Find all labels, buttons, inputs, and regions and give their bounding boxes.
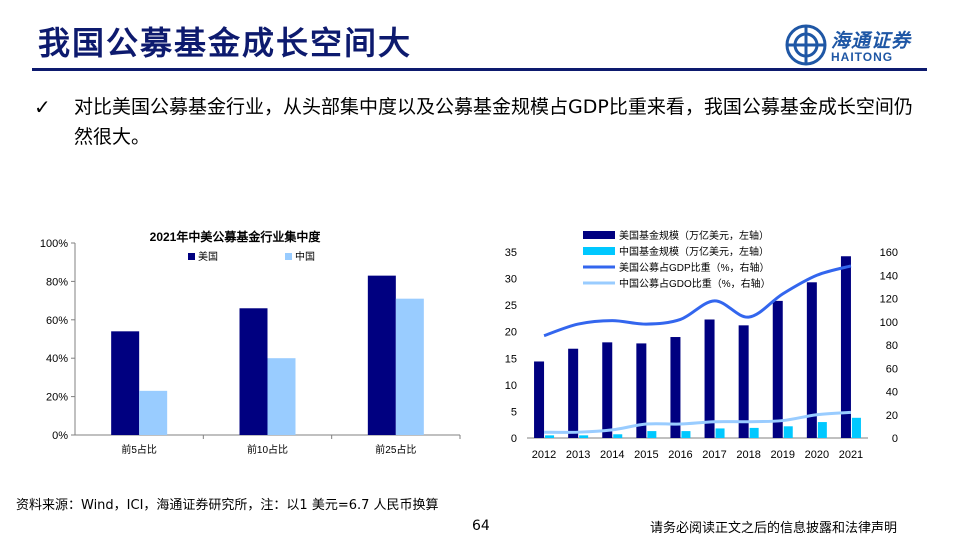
legend-label: 中国公募占GDO比重（%，右轴） <box>619 277 771 290</box>
bar-us-fund-size <box>704 319 715 438</box>
bar-cn-fund-size <box>851 417 861 438</box>
logo-english-name: HAITONG <box>831 50 894 64</box>
bar-us-fund-size <box>772 300 783 438</box>
x-tick-label: 2013 <box>566 449 590 461</box>
bar-cn <box>139 390 168 435</box>
bar-us-fund-size <box>534 361 545 438</box>
bar-us-fund-size <box>636 343 647 438</box>
right-y-tick-label: 60 <box>886 363 898 375</box>
legend-label: 中国基金规模（万亿美元，左轴） <box>619 245 769 258</box>
bar-cn-fund-size <box>783 426 793 438</box>
legend-label: 美国 <box>198 250 218 263</box>
bar-cn-fund-size <box>749 427 759 438</box>
x-tick-label: 2021 <box>839 449 863 461</box>
y-tick-label: 40% <box>46 353 68 365</box>
fund-size-combo-chart: 0 5 10 15 20 25 30 35 0 20 40 60 80 100 120 140 160 2012 2… <box>505 229 898 461</box>
right-y-tick-label: 0 <box>892 433 898 445</box>
left-y-tick-label: 20 <box>505 327 517 339</box>
bar-cn-fund-size <box>613 434 623 438</box>
right-y-tick-label: 100 <box>880 317 898 329</box>
left-y-tick-label: 15 <box>505 353 517 365</box>
right-y-tick-label: 20 <box>886 410 898 422</box>
x-tick-label: 前25占比 <box>375 443 416 456</box>
bar-us-fund-size <box>602 342 613 438</box>
bar-cn <box>267 358 296 435</box>
legend-swatch <box>188 253 195 260</box>
left-y-tick-label: 30 <box>505 274 517 286</box>
page-number: 64 <box>472 518 490 534</box>
right-y-tick-label: 140 <box>880 270 898 282</box>
logo-chinese-name: 海通证券 <box>831 30 912 52</box>
bar-us-fund-size <box>738 325 749 438</box>
left-y-tick-label: 5 <box>511 406 517 418</box>
legend-swatch <box>583 231 615 239</box>
legend-swatch <box>285 253 292 260</box>
right-y-tick-label: 40 <box>886 387 898 399</box>
x-tick-label: 2015 <box>634 449 658 461</box>
bar-us <box>239 308 268 435</box>
bar-us-fund-size <box>670 337 681 438</box>
legend-label: 美国基金规模（万亿美元，左轴） <box>619 229 769 242</box>
y-tick-label: 60% <box>46 315 68 327</box>
bar-cn <box>395 298 424 435</box>
page-title: 我国公募基金成长空间大 <box>38 24 413 62</box>
x-tick-label: 2014 <box>600 449 624 461</box>
bar-cn-fund-size <box>715 428 725 438</box>
y-tick-label: 0% <box>52 430 68 442</box>
bar-us <box>111 331 140 435</box>
bar-cn-fund-size <box>647 431 657 438</box>
left-y-tick-label: 35 <box>505 247 517 259</box>
bar-cn-fund-size <box>545 435 555 438</box>
legend-swatch <box>583 247 615 255</box>
bar-us-fund-size <box>568 348 579 438</box>
x-tick-label: 2016 <box>668 449 692 461</box>
x-tick-label: 2017 <box>702 449 726 461</box>
title-divider <box>32 68 927 71</box>
x-tick-label: 2019 <box>771 449 795 461</box>
chart-title: 2021年中美公募基金行业集中度 <box>150 229 322 244</box>
bar-cn-fund-size <box>817 422 827 438</box>
right-y-tick-label: 80 <box>886 340 898 352</box>
bar-cn-fund-size <box>681 431 691 438</box>
legend-label: 中国 <box>295 250 315 263</box>
x-tick-label: 2012 <box>532 449 556 461</box>
x-tick-label: 前10占比 <box>247 443 288 456</box>
left-y-tick-label: 0 <box>511 433 517 445</box>
key-point-text: 对比美国公募基金行业，从头部集中度以及公募基金规模占GDP比重来看，我国公募基金… <box>74 96 913 148</box>
y-tick-label: 80% <box>46 276 68 288</box>
bar-us-fund-size <box>840 256 851 438</box>
x-tick-label: 2018 <box>736 449 760 461</box>
bar-us-fund-size <box>806 282 817 438</box>
x-tick-label: 前5占比 <box>121 443 157 456</box>
right-y-tick-label: 160 <box>880 247 898 259</box>
bar-cn-fund-size <box>579 435 589 438</box>
x-tick-label: 2020 <box>805 449 829 461</box>
y-tick-label: 100% <box>40 238 68 250</box>
line-cn-gdp-share <box>544 410 852 434</box>
haitong-emblem-icon <box>785 24 827 66</box>
check-icon: ✓ <box>34 95 51 119</box>
line-us-gdp-share <box>543 264 852 338</box>
left-y-tick-label: 25 <box>505 300 517 312</box>
left-y-tick-label: 10 <box>505 380 517 392</box>
disclaimer: 请务必阅读正文之后的信息披露和法律声明 <box>650 521 898 536</box>
bar-us <box>367 275 396 435</box>
y-tick-label: 20% <box>46 392 68 404</box>
source-note: 资料来源：Wind，ICI，海通证券研究所，注：以1 美元=6.7 人民币换算 <box>16 498 439 513</box>
legend-label: 美国公募占GDP比重（%，右轴） <box>619 261 770 274</box>
company-logo: 海通证券 HAITONG <box>785 24 935 66</box>
right-y-tick-label: 120 <box>880 294 898 306</box>
